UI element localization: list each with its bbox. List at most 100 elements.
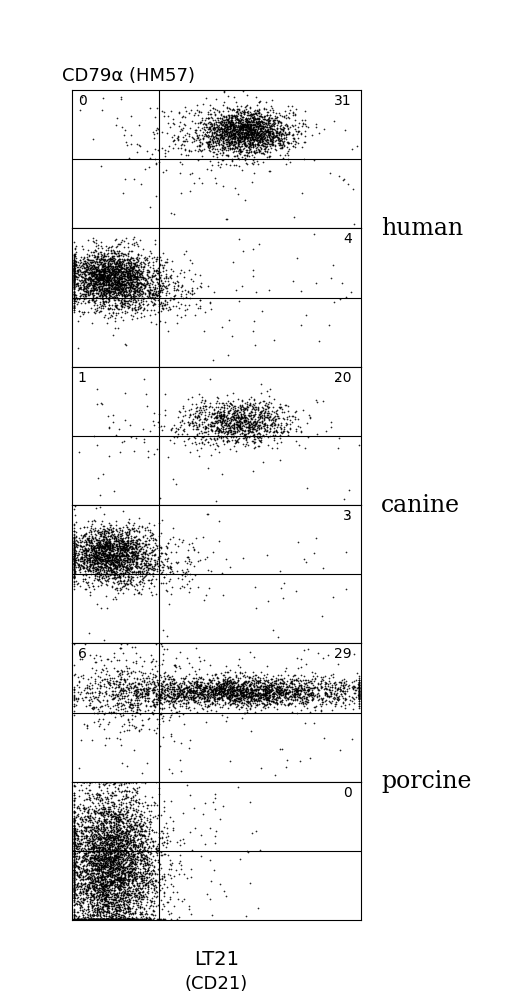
Point xyxy=(220,677,228,693)
Point xyxy=(99,252,108,268)
Point xyxy=(87,887,95,903)
Point xyxy=(121,911,129,927)
Point xyxy=(114,696,123,712)
Point xyxy=(140,889,148,905)
Point xyxy=(123,688,131,704)
Point xyxy=(99,269,107,285)
Point xyxy=(226,672,234,688)
Point xyxy=(133,277,141,293)
Point xyxy=(219,121,228,137)
Point xyxy=(120,848,128,864)
Point xyxy=(132,682,141,698)
Point xyxy=(100,246,109,262)
Point xyxy=(231,117,239,133)
Point xyxy=(198,120,206,136)
Point xyxy=(111,266,119,282)
Point xyxy=(75,843,83,859)
Point xyxy=(70,271,78,287)
Point xyxy=(229,673,237,689)
Point xyxy=(112,117,120,133)
Point xyxy=(271,423,280,439)
Point xyxy=(93,532,101,548)
Point xyxy=(226,681,234,697)
Point xyxy=(215,115,224,131)
Point xyxy=(144,878,152,894)
Point xyxy=(132,535,141,551)
Point xyxy=(147,693,156,709)
Point xyxy=(127,267,135,283)
Point xyxy=(145,814,153,830)
Point xyxy=(129,847,138,863)
Point xyxy=(263,107,271,123)
Point xyxy=(99,296,108,312)
Point xyxy=(355,687,363,703)
Point xyxy=(99,861,108,877)
Point xyxy=(235,418,243,434)
Point xyxy=(111,554,119,570)
Point xyxy=(204,672,213,688)
Point xyxy=(106,858,114,874)
Point xyxy=(125,566,133,582)
Point xyxy=(132,264,140,280)
Point xyxy=(233,417,242,433)
Point xyxy=(224,129,232,145)
Point xyxy=(109,794,117,810)
Point xyxy=(319,669,327,685)
Point xyxy=(259,128,267,144)
Point xyxy=(95,535,103,551)
Point xyxy=(241,152,249,168)
Point xyxy=(134,275,142,291)
Point xyxy=(99,268,107,284)
Point xyxy=(110,541,118,557)
Point xyxy=(106,873,114,889)
Point xyxy=(156,249,164,265)
Point xyxy=(98,797,107,813)
Point xyxy=(276,124,284,140)
Point xyxy=(101,876,110,892)
Point xyxy=(205,121,213,137)
Point xyxy=(244,125,252,141)
Point xyxy=(119,904,127,920)
Point xyxy=(106,911,114,927)
Point xyxy=(70,842,78,858)
Point xyxy=(117,784,125,800)
Point xyxy=(233,686,242,702)
Point xyxy=(113,551,121,567)
Point xyxy=(304,683,313,699)
Point xyxy=(121,536,129,552)
Point xyxy=(247,682,255,698)
Point xyxy=(116,774,125,790)
Point xyxy=(96,867,104,883)
Point xyxy=(114,285,122,301)
Point xyxy=(116,662,125,678)
Point xyxy=(117,843,125,859)
Point xyxy=(114,286,122,302)
Point xyxy=(106,871,114,887)
Point xyxy=(121,524,129,540)
Point xyxy=(126,258,134,274)
Point xyxy=(110,862,118,878)
Point xyxy=(101,846,109,862)
Point xyxy=(82,549,90,565)
Point xyxy=(70,551,78,567)
Point xyxy=(221,682,229,698)
Point xyxy=(81,571,90,587)
Point xyxy=(199,424,208,440)
Point xyxy=(250,117,259,133)
Point xyxy=(256,420,265,436)
Point xyxy=(267,136,276,152)
Point xyxy=(108,523,116,539)
Point xyxy=(116,826,125,842)
Point xyxy=(138,288,146,304)
Point xyxy=(185,666,193,682)
Point xyxy=(106,813,114,829)
Point xyxy=(297,677,305,693)
Point xyxy=(94,272,102,288)
Point xyxy=(103,911,111,927)
Point xyxy=(126,894,134,910)
Point xyxy=(340,686,349,702)
Point xyxy=(252,132,261,148)
Point xyxy=(100,539,109,555)
Point xyxy=(179,422,187,438)
Point xyxy=(126,258,134,274)
